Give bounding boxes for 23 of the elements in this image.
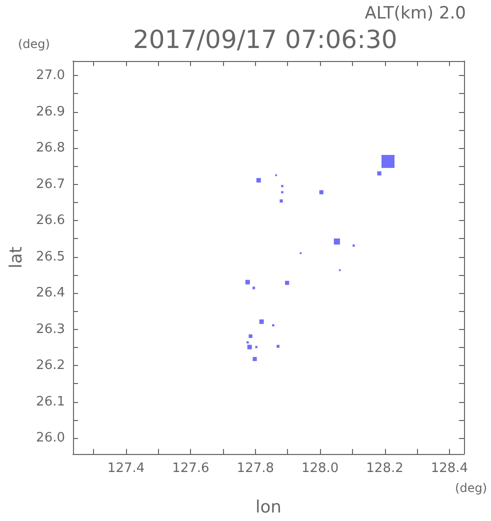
x-tick-label: 128.0 — [301, 461, 339, 476]
x-axis-title: lon — [256, 498, 282, 518]
y-tick-label: 26.9 — [36, 104, 65, 120]
text: (deg) — [455, 481, 488, 495]
x-tick-label: 127.6 — [172, 461, 210, 476]
y-tick-label: 26.5 — [36, 249, 65, 264]
y-tick-label: 26.6 — [36, 213, 65, 228]
x-tick-label: 128.4 — [430, 461, 468, 476]
y-tick-label: 26.0 — [36, 430, 65, 446]
x-tick-label: 127.8 — [236, 461, 274, 476]
y-tick-label: 26.3 — [36, 322, 65, 337]
y-tick-label: 26.4 — [36, 286, 65, 301]
y-tick-label: 26.7 — [36, 176, 65, 192]
y-tick-label: 27.0 — [36, 68, 65, 83]
chart-title: 2017/09/17 07:06:30 — [133, 25, 398, 54]
x-tick-label: 127.4 — [107, 461, 145, 476]
y-tick-label: 26.2 — [36, 358, 65, 374]
y-tick-label: 26.1 — [36, 394, 65, 410]
text: (deg) — [18, 37, 50, 51]
chart-subtitle: ALT(km) 2.0 — [364, 4, 466, 24]
y-tick-label: 26.8 — [36, 140, 65, 156]
y-axis-title: lat — [6, 246, 26, 268]
x-tick-label: 128.2 — [366, 461, 404, 476]
